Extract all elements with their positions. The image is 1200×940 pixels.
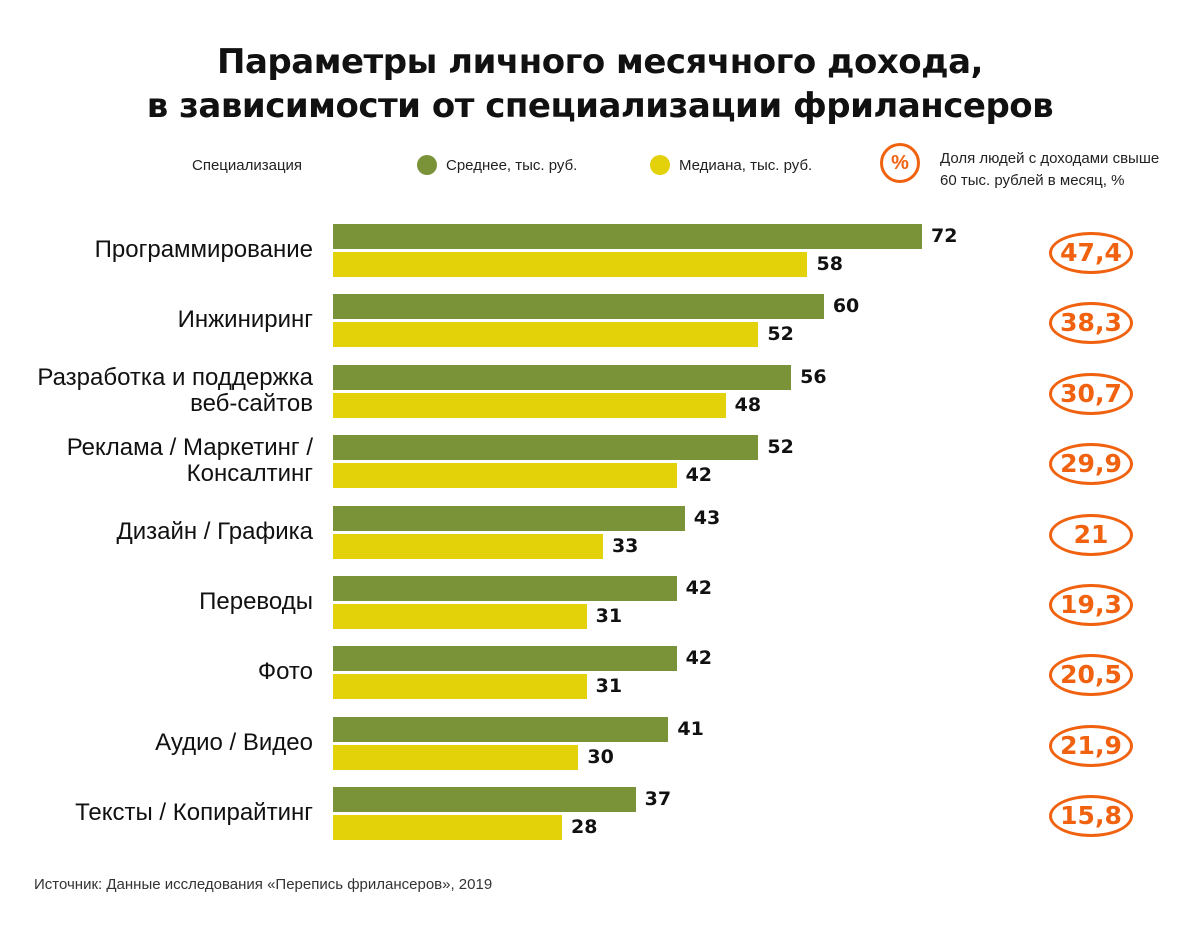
mean-value-label: 42 [685, 577, 713, 599]
legend-mean-swatch [417, 155, 437, 175]
mean-value-label: 72 [931, 225, 958, 247]
share-badge: 15,8 [1049, 795, 1133, 838]
mean-bar [333, 364, 792, 390]
category-label: Тексты / Копирайтинг [75, 800, 313, 826]
share-badge: 30,7 [1049, 372, 1133, 415]
chart-title-line1: Параметры личного месячного дохода, [217, 42, 983, 82]
median-value-label: 30 [587, 745, 614, 768]
category-label-line: Переводы [199, 588, 313, 615]
mean-bar [333, 787, 636, 813]
median-bar [333, 392, 726, 418]
median-bar [333, 463, 677, 489]
category-label: Реклама / Маркетинг / Консалтинг [67, 435, 313, 487]
median-value-label: 33 [611, 534, 639, 557]
mean-bar [333, 646, 677, 672]
legend-mean: Среднее, тыс. руб. [446, 157, 578, 174]
source-note: Источник: Данные исследования «Перепись … [34, 876, 493, 893]
share-badge: 21,9 [1049, 724, 1133, 767]
median-bar [333, 322, 759, 348]
mean-value-label: 60 [832, 295, 860, 318]
median-value-label: 42 [685, 464, 713, 487]
category-label-line: Фото [257, 658, 313, 686]
category-label: Разработка и поддержка веб-сайтов [37, 363, 313, 417]
category-label: Фото [258, 659, 313, 685]
category-label-line: Инжиниринг [177, 306, 313, 334]
chart-title-line2: в зависимости от специализации фрилансер… [146, 86, 1054, 126]
category-label-line: Дизайн / Графика [116, 517, 313, 545]
category-label-line: Реклама / Маркетинг / [66, 434, 313, 462]
median-bar [333, 674, 587, 700]
median-bar [333, 815, 563, 841]
mean-value-label: 37 [644, 788, 672, 811]
mean-bar [333, 716, 669, 742]
mean-value-label: 56 [800, 365, 827, 388]
category-label: Дизайн / Графика [116, 517, 313, 545]
legend-share-line1: Доля людей с доходами свыше [940, 150, 1160, 167]
median-value-label: 28 [571, 816, 598, 839]
category-label: Переводы [199, 589, 313, 615]
category-label-line: Консалтинг [186, 460, 313, 488]
share-badge: 21 [1049, 513, 1133, 556]
percent-icon: % [880, 143, 920, 183]
median-value-label: 31 [595, 605, 623, 627]
mean-value-label: 42 [685, 647, 713, 670]
category-label-line: Аудио / Видео [155, 728, 313, 756]
category-label-line: Разработка и поддержка [37, 363, 313, 391]
share-badge: 20,5 [1049, 654, 1133, 697]
mean-bar [333, 435, 759, 461]
median-bar [333, 533, 603, 559]
median-bar [333, 252, 808, 277]
mean-value-label: 41 [677, 717, 704, 740]
mean-bar [333, 224, 922, 249]
legend-median-swatch [650, 155, 670, 175]
legend-share-line2: 60 тыс. рублей в месяц, % [940, 172, 1125, 189]
category-label-line: Тексты / Копирайтинг [75, 799, 313, 827]
category-header: Специализация [192, 157, 303, 174]
median-value-label: 58 [816, 253, 843, 275]
median-bar [333, 744, 579, 770]
category-label-line: Программирование [94, 236, 313, 263]
share-badge: 29,9 [1049, 443, 1133, 486]
legend-share: Доля людей с доходами свыше 60 тыс. рубл… [940, 148, 1159, 192]
category-label: Инжиниринг [178, 307, 313, 333]
mean-value-label: 52 [767, 436, 794, 459]
median-value-label: 31 [595, 675, 623, 698]
category-label: Программирование [95, 237, 313, 263]
median-value-label: 48 [734, 393, 762, 416]
median-bar [333, 604, 587, 629]
mean-value-label: 43 [693, 506, 721, 529]
mean-bar [333, 576, 677, 601]
share-badge: 19,3 [1049, 584, 1133, 626]
mean-bar [333, 294, 824, 320]
category-label: Аудио / Видео [155, 728, 313, 756]
share-badge: 38,3 [1049, 302, 1133, 345]
legend-median: Медиана, тыс. руб. [679, 157, 813, 174]
category-label-line: веб-сайтов [190, 389, 313, 417]
share-badge: 47,4 [1049, 232, 1133, 274]
mean-bar [333, 505, 685, 531]
median-value-label: 52 [767, 323, 794, 346]
